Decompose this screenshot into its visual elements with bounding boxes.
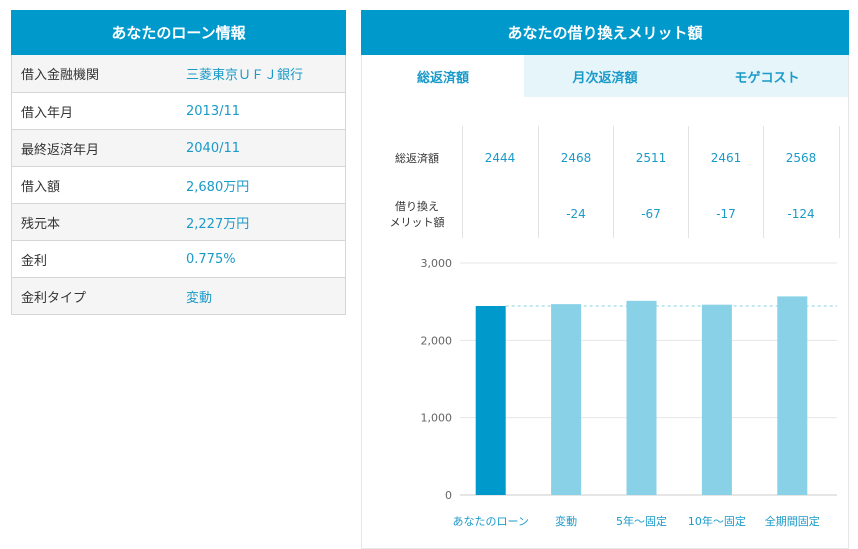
info-row-rate-type: 金利タイプ 変動 [12,277,345,314]
info-row-start-date: 借入年月 2013/11 [12,92,345,129]
chart-bar [701,304,732,495]
x-tick-label: 10年～固定 [688,514,746,528]
info-value: 三菱東京ＵＦＪ銀行 [186,68,304,83]
info-row-bank: 借入金融機関 三菱東京ＵＦＪ銀行 [12,55,345,92]
loan-info-title: あなたのローン情報 [11,10,346,55]
merit-tabs: 総返済額 月次返済額 モゲコスト [362,55,848,97]
summary-row-label-total: 総返済額 [395,152,439,165]
summary-merit-value: -124 [787,207,815,221]
info-row-amount: 借入額 2,680万円 [12,166,345,203]
chart-bar [475,305,506,495]
summary-total-value: 2511 [635,151,667,165]
summary-divider [839,126,840,238]
y-tick-label: 1,000 [421,412,453,425]
summary-divider [613,126,614,238]
merit-title: あなたの借り換えメリット額 [361,10,849,55]
summary-total-value: 2568 [785,151,817,165]
chart-bar [626,300,657,495]
loan-info-panel: あなたのローン情報 借入金融機関 三菱東京ＵＦＪ銀行 借入年月 2013/11 … [11,10,346,315]
info-value: 2013/11 [186,103,241,119]
summary-merit-value: -24 [566,207,586,221]
x-tick-label: 変動 [555,514,577,528]
summary-divider [688,126,689,238]
merit-bar-chart: 0 1,000 2,000 3,000 あなたのローン 変動 5年～固定 10年～固定 全期間固… [421,257,837,528]
summary-divider [462,126,463,238]
info-label: 借入年月 [21,105,74,121]
summary-merit-value: -67 [641,207,661,221]
info-label: 最終返済年月 [21,142,100,158]
tab-moge-cost[interactable]: モゲコスト [686,55,848,97]
x-tick-label: 全期間固定 [765,514,820,528]
info-label: 借入金融機関 [21,68,100,83]
tab-total-repayment[interactable]: 総返済額 [362,55,524,97]
info-label: 借入額 [21,179,61,195]
info-label: 残元本 [21,216,61,232]
info-value: 2,680万円 [186,179,250,195]
merit-panel: あなたの借り換えメリット額 総返済額 月次返済額 モゲコスト 総返済額 借り換え… [361,10,849,549]
y-tick-label: 0 [445,489,452,502]
info-label: 金利タイプ [21,290,87,306]
chart-bar [777,296,808,495]
summary-divider [538,126,539,238]
info-row-rate: 金利 0.775% [12,240,345,277]
summary-row-label-merit: 借り換え メリット額 [389,200,445,229]
summary-total-value: 2444 [484,151,516,165]
y-tick-label: 2,000 [421,334,453,347]
loan-info-table: 借入金融機関 三菱東京ＵＦＪ銀行 借入年月 2013/11 最終返済年月 204… [11,55,346,315]
x-tick-label: あなたのローン [452,515,528,528]
chart-bar [551,304,582,495]
info-value: 2040/11 [186,140,241,156]
info-label: 金利 [21,253,48,269]
summary-merit-value: -17 [716,207,736,221]
info-value: 0.775% [186,251,236,267]
y-tick-label: 3,000 [421,257,453,270]
info-value: 変動 [186,290,213,306]
x-tick-label: 5年～固定 [616,514,667,528]
summary-total-value: 2468 [560,151,592,165]
summary-total-value: 2461 [710,151,742,165]
merit-summary: 総返済額 借り換え メリット額 2444 2468 2511 2461 2568… [362,126,848,238]
tab-monthly-repayment[interactable]: 月次返済額 [524,55,686,97]
summary-divider [763,126,764,238]
info-row-end-date: 最終返済年月 2040/11 [12,129,345,166]
info-row-principal: 残元本 2,227万円 [12,203,345,240]
info-value: 2,227万円 [186,216,250,232]
